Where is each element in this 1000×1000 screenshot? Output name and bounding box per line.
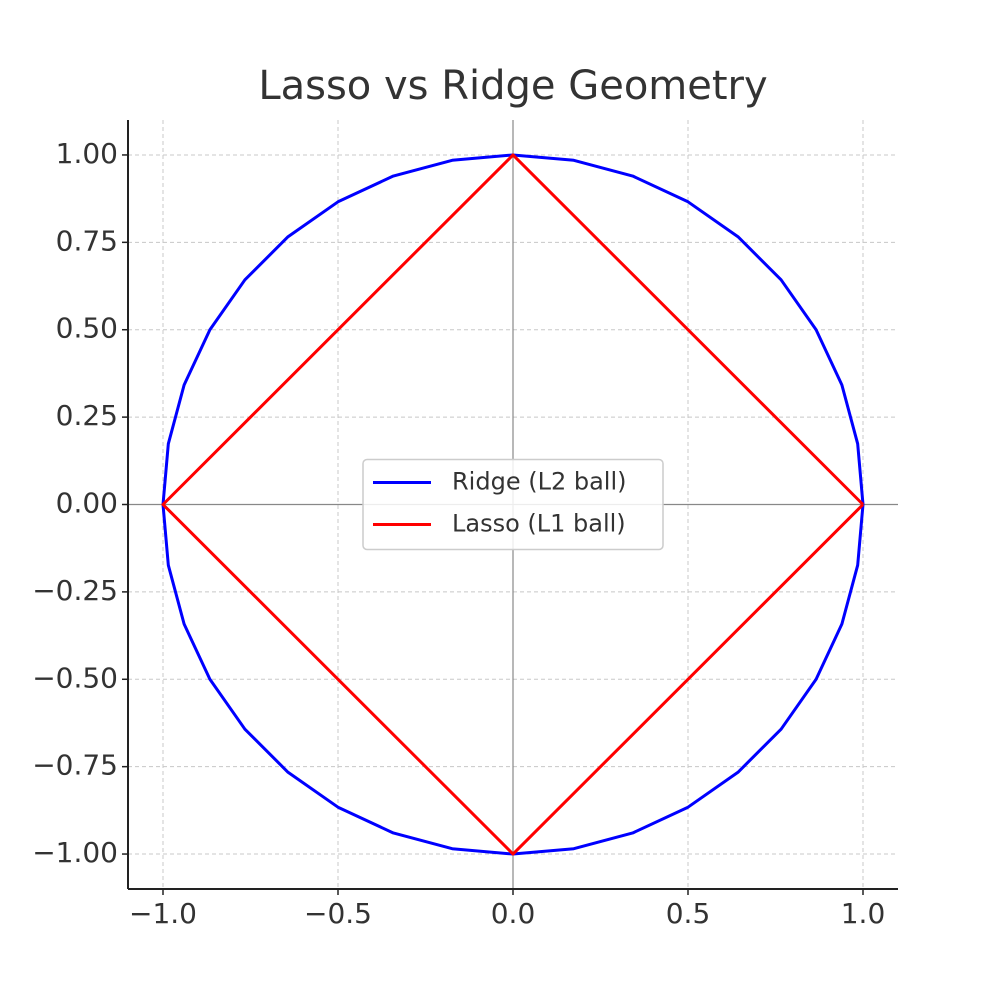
y-tick-label: −1.00 — [32, 836, 118, 869]
y-tick-label: −0.50 — [32, 661, 118, 694]
y-tick-label: 0.50 — [56, 312, 118, 345]
x-tick-label: −1.0 — [129, 897, 197, 930]
legend-label: Ridge (L2 ball) — [452, 468, 626, 496]
y-tick-label: 0.25 — [56, 399, 118, 432]
y-tick-label: 0.75 — [56, 224, 118, 257]
y-tick-label: 0.00 — [56, 487, 118, 520]
x-tick-label: 0.5 — [666, 897, 711, 930]
legend-label: Lasso (L1 ball) — [452, 510, 626, 538]
y-tick-label: −0.75 — [32, 749, 118, 782]
y-tick-label: −0.25 — [32, 574, 118, 607]
chart-title: Lasso vs Ridge Geometry — [258, 63, 767, 109]
legend: Ridge (L2 ball) Lasso (L1 ball) — [362, 458, 664, 551]
x-tick-label: 0.0 — [491, 897, 536, 930]
x-tick-label: −0.5 — [304, 897, 372, 930]
data-line — [161, 153, 865, 856]
legend-box — [362, 458, 664, 551]
x-tick-label: 1.0 — [841, 897, 886, 930]
y-tick-label: 1.00 — [56, 137, 118, 170]
